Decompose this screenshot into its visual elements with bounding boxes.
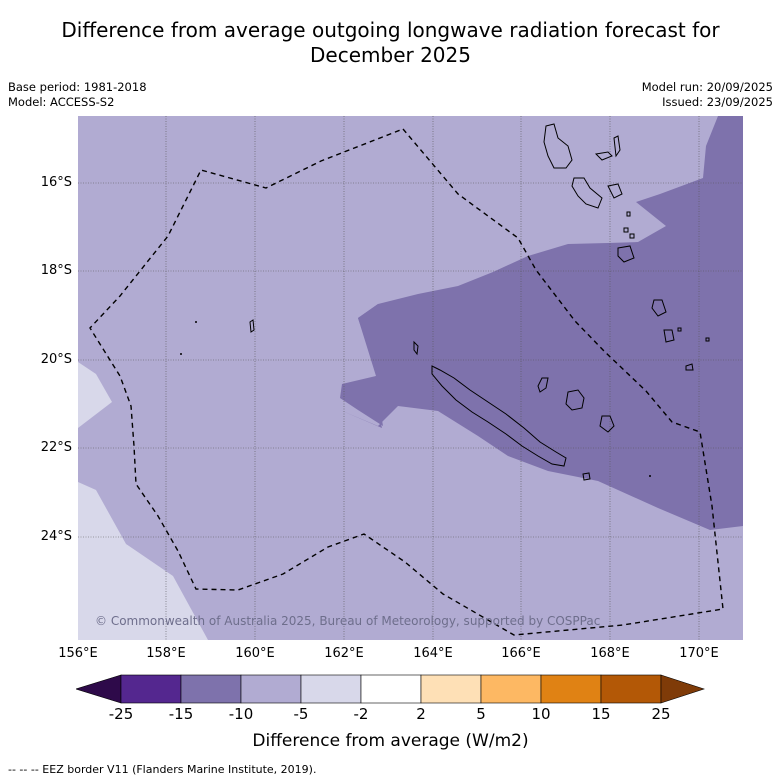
lat-label-24s: 24°S	[40, 529, 72, 544]
erromango-coast	[617, 245, 635, 263]
colorbar-bin-6	[420, 674, 482, 704]
chart-title: Difference from average outgoing longwav…	[0, 18, 781, 68]
lat-label-16s: 16°S	[40, 175, 72, 190]
colorbar-bin-5	[360, 674, 422, 704]
colorbar-tick-neg25: -25	[108, 705, 134, 723]
colorbar-tick-neg10: -10	[228, 705, 254, 723]
lon-label-170e: 170°E	[679, 646, 719, 661]
lon-label-158e: 158°E	[146, 646, 186, 661]
colorbar-bin-1	[120, 674, 182, 704]
eez-border	[89, 128, 724, 636]
lat-label-20s: 20°S	[40, 352, 72, 367]
title-line-1: Difference from average outgoing longwav…	[61, 18, 720, 42]
colorbar-over-arrow	[660, 674, 705, 704]
anomaly-region-weak-west	[78, 362, 112, 428]
lon-label-160e: 160°E	[235, 646, 275, 661]
anomaly-region-strong	[340, 116, 743, 530]
colorbar-bin-9	[600, 674, 662, 704]
colorbar-bin-7	[480, 674, 542, 704]
tanna-coast	[651, 299, 667, 317]
lon-label-168e: 168°E	[590, 646, 630, 661]
copyright-notice: © Commonwealth of Australia 2025, Bureau…	[95, 614, 601, 628]
espiritu-santo-coast	[543, 123, 573, 169]
lon-label-166e: 166°E	[501, 646, 541, 661]
ouvea-coast	[537, 377, 549, 393]
anomaly-region-weak-southwest	[78, 482, 208, 640]
colorbar-tick-10: 10	[531, 705, 551, 723]
colorbar-tick-neg2: -2	[353, 705, 369, 723]
model-run: Model run: 20/09/2025	[641, 80, 773, 94]
grid-lines	[78, 116, 743, 640]
belep-islands-coast	[413, 340, 419, 356]
malekula-coast	[571, 177, 603, 209]
map-panel	[78, 116, 743, 640]
meta-left: Base period: 1981-2018 Model: ACCESS-S2	[8, 80, 147, 110]
colorbar	[76, 674, 705, 704]
colorbar-tick-neg5: -5	[293, 705, 309, 723]
aneityum-coast	[663, 329, 675, 343]
meta-right: Model run: 20/09/2025 Issued: 23/09/2025	[642, 80, 773, 110]
colorbar-tick-5: 5	[476, 705, 486, 723]
lifou-coast	[565, 389, 585, 411]
lon-label-156e: 156°E	[58, 646, 98, 661]
chesterfield-islet-1	[195, 321, 197, 323]
colorbar-label: Difference from average (W/m2)	[252, 731, 529, 751]
anomaly-region-strong-lobe	[340, 304, 418, 426]
mare-coast	[599, 415, 615, 433]
ambae-coast	[594, 151, 613, 161]
issued-date: Issued: 23/09/2025	[662, 95, 773, 109]
colorbar-tick-15: 15	[591, 705, 611, 723]
pentecost-coast	[613, 135, 621, 158]
colorbar-tick-2: 2	[416, 705, 426, 723]
colorbar-bin-8	[540, 674, 602, 704]
colorbar-bin-4	[300, 674, 362, 704]
model-name: Model: ACCESS-S2	[8, 95, 115, 109]
base-period: Base period: 1981-2018	[8, 80, 147, 94]
lat-label-22s: 22°S	[40, 440, 72, 455]
lon-label-164e: 164°E	[413, 646, 453, 661]
colorbar-tick-25: 25	[651, 705, 671, 723]
lat-label-18s: 18°S	[40, 263, 72, 278]
chesterfield-islet-2	[180, 353, 182, 355]
walpole-islet	[649, 475, 651, 477]
colorbar-bin-2	[180, 674, 242, 704]
colorbar-bin-3	[240, 674, 302, 704]
isle-of-pines-coast	[582, 472, 591, 481]
eez-legend-note: -- -- -- EEZ border V11 (Flanders Marine…	[8, 763, 317, 776]
colorbar-tick-neg15: -15	[168, 705, 194, 723]
new-caledonia-coast	[431, 365, 567, 467]
efate-coast	[607, 183, 623, 199]
colorbar-under-arrow	[76, 674, 122, 704]
small-islets	[249, 211, 710, 371]
lon-label-162e: 162°E	[324, 646, 364, 661]
title-line-2: December 2025	[310, 43, 471, 67]
